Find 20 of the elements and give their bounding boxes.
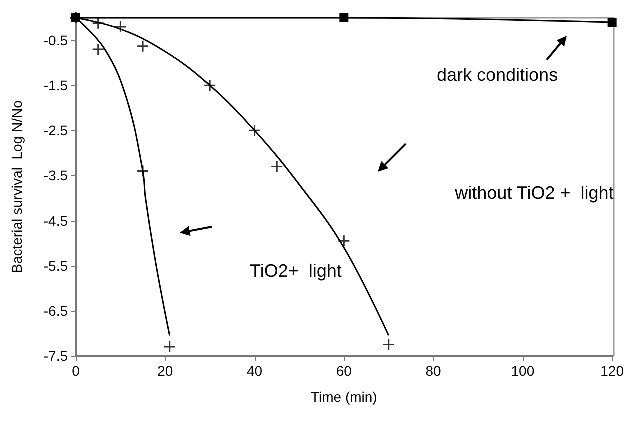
y-axis-title: Bacterial survival Log N/No (9, 100, 25, 274)
x-tick-label: 80 (426, 363, 442, 379)
y-tick-label: -2.5 (44, 122, 68, 139)
x-axis-title: Time (min) (310, 389, 378, 405)
x-tick-label: 100 (511, 363, 535, 379)
x-tick-label: 0 (72, 363, 80, 379)
y-tick-label: -1.5 (44, 78, 68, 94)
x-tick-label: 40 (246, 363, 263, 379)
x-tick-label: 120 (600, 363, 624, 379)
annotation: TiO2+ light (250, 261, 342, 281)
y-tick-label: -5.5 (44, 258, 68, 274)
annotation: dark conditions (436, 65, 558, 85)
y-tick-label: -7.5 (44, 348, 68, 364)
y-tick-label: -6.5 (44, 302, 68, 319)
x-tick-label: 60 (336, 363, 352, 379)
y-tick-label: -0.5 (44, 32, 68, 49)
y-tick-label: -3.5 (44, 168, 68, 184)
x-tick-label: 20 (158, 363, 174, 379)
annotation: without TiO2 + light (454, 183, 614, 203)
y-tick-label: -4.5 (44, 212, 68, 229)
